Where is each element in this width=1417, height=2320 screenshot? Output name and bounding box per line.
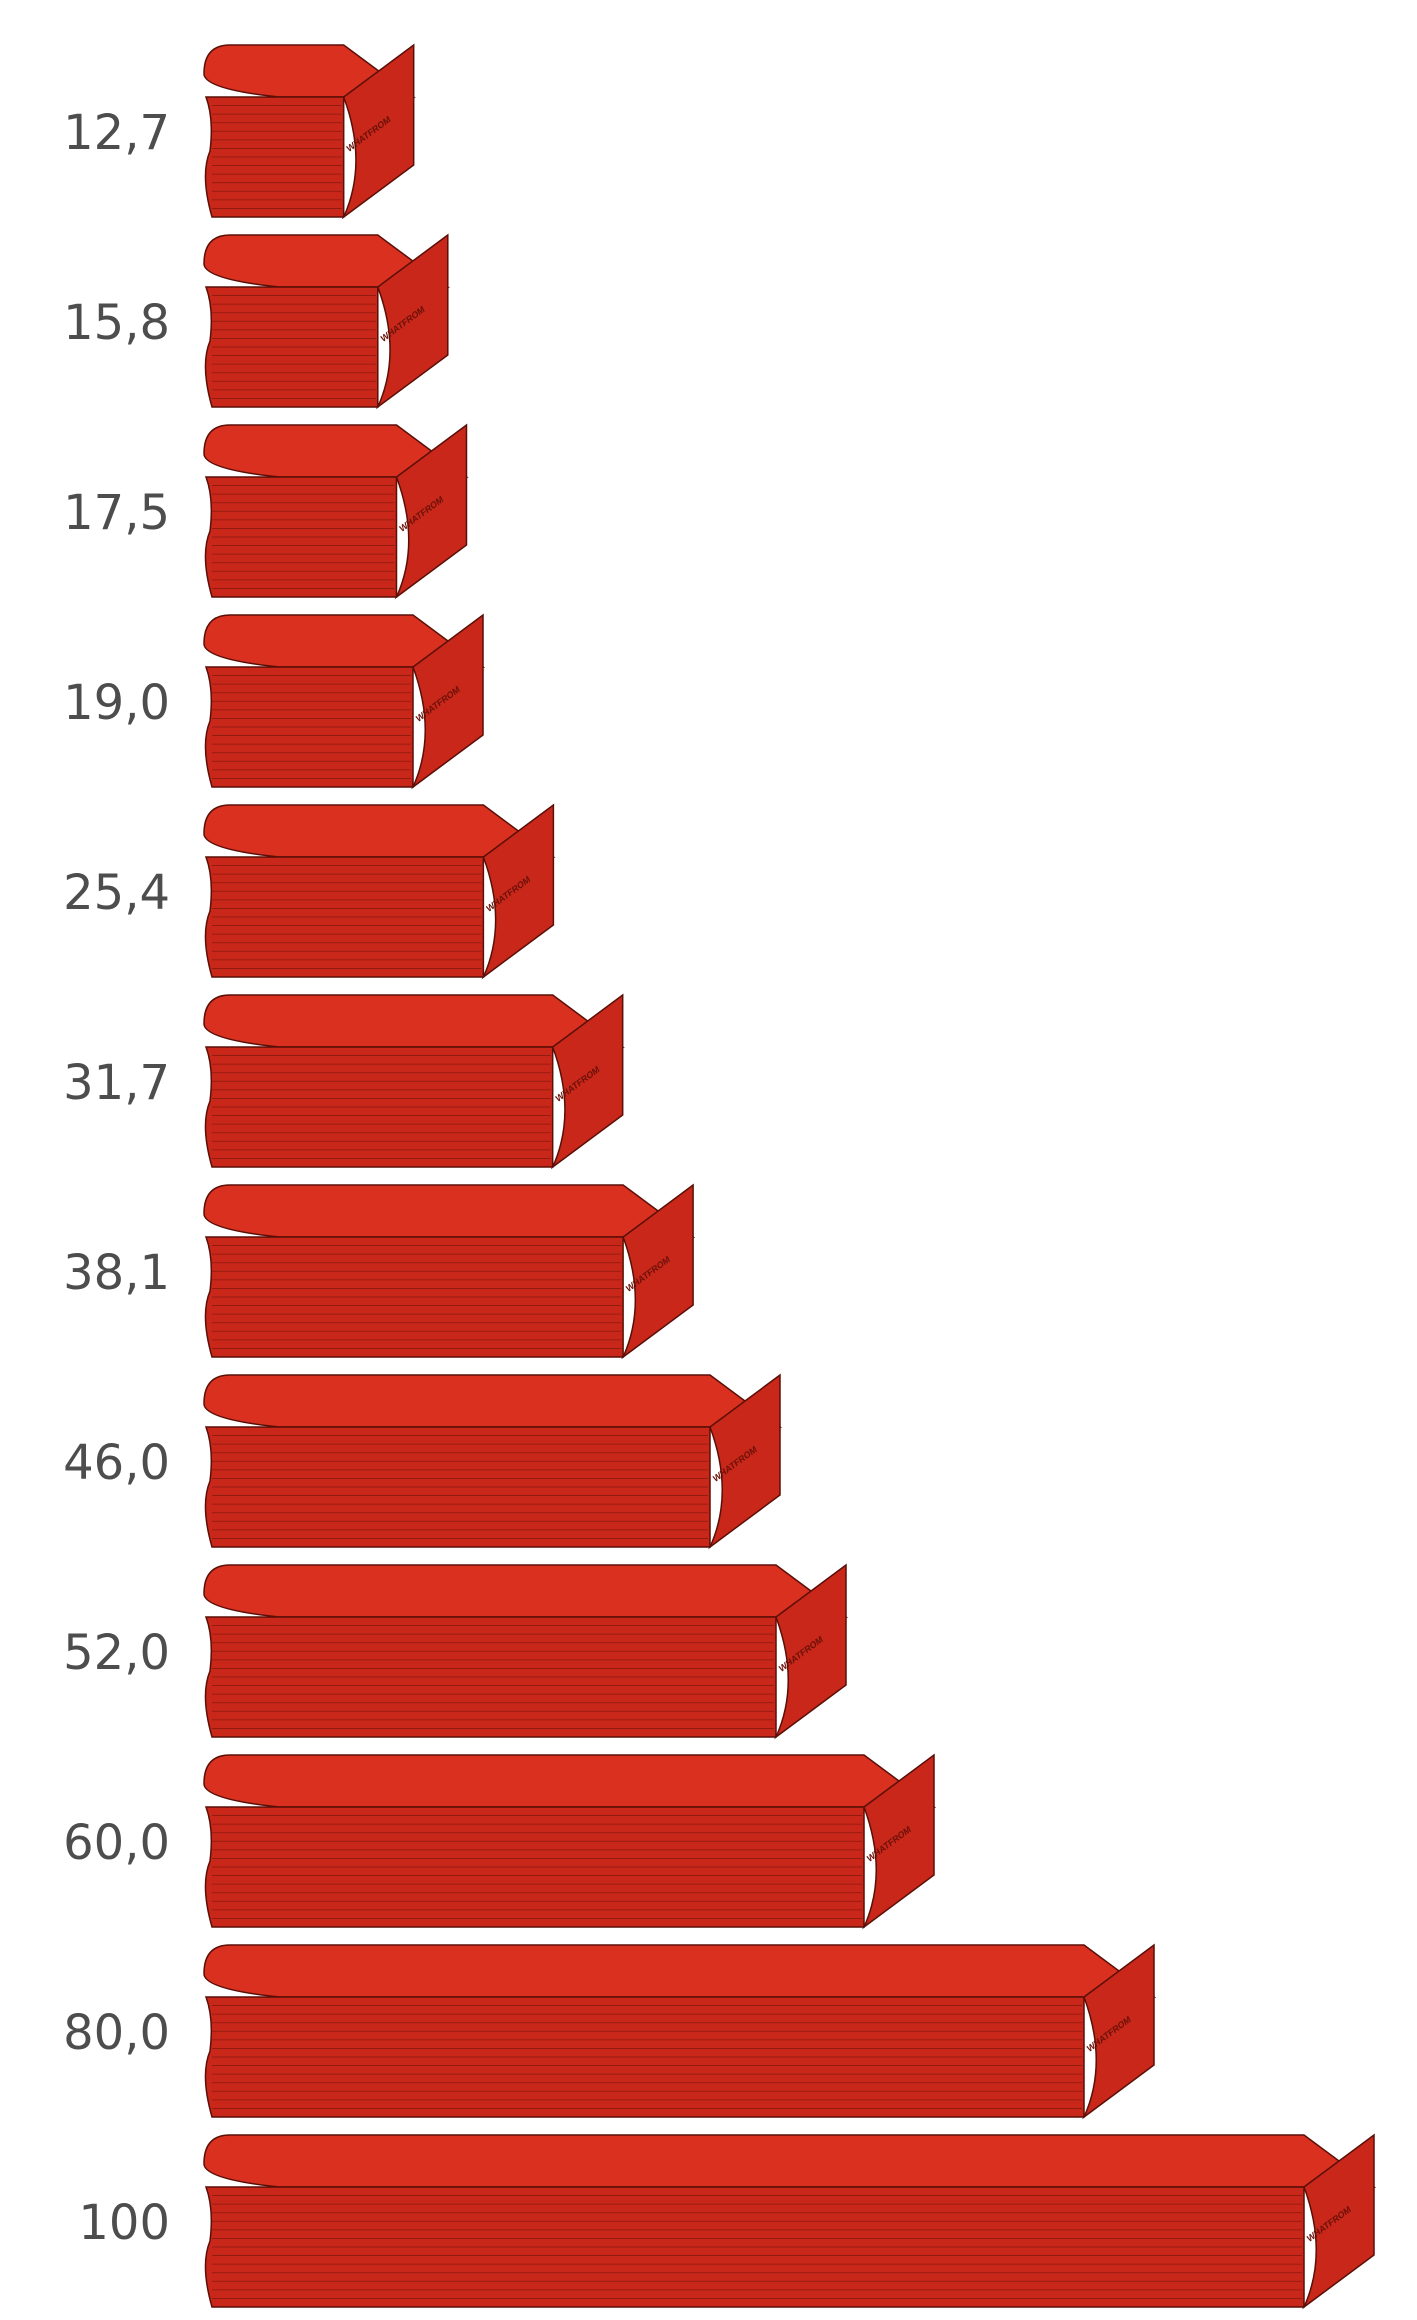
bar: WHATFROM [200,991,647,1171]
chart-row: 46,0 WHATFROM [0,1370,1417,1560]
chart-row: 80,0 WHATFROM [0,1940,1417,2130]
size-label: 38,1 [0,1245,170,1301]
size-bar-chart: 12,7 WHATFROM 15,8 WHATFROM 17,5 WHATFRO… [0,0,1417,2303]
chart-row: 38,1 WHATFROM [0,1180,1417,1370]
chart-row: 19,0 WHATFROM [0,610,1417,800]
chart-row: 12,7 WHATFROM [0,40,1417,230]
chart-row: 31,7 WHATFROM [0,990,1417,1180]
size-label: 17,5 [0,485,170,541]
size-label: 31,7 [0,1055,170,1111]
chart-row: 15,8 WHATFROM [0,230,1417,420]
size-label: 100 [0,2195,170,2251]
bar: WHATFROM [200,1561,870,1741]
bar: WHATFROM [200,2131,1398,2311]
chart-row: 17,5 WHATFROM [0,420,1417,610]
size-label: 52,0 [0,1625,170,1681]
chart-row: 100 WHATFROM [0,2130,1417,2320]
bar: WHATFROM [200,611,507,791]
bar: WHATFROM [200,231,472,411]
size-label: 15,8 [0,295,170,351]
bar: WHATFROM [200,41,438,221]
chart-row: 25,4 WHATFROM [0,800,1417,990]
chart-row: 52,0 WHATFROM [0,1560,1417,1750]
size-label: 46,0 [0,1435,170,1491]
bar: WHATFROM [200,1751,958,1931]
size-label: 25,4 [0,865,170,921]
chart-row: 60,0 WHATFROM [0,1750,1417,1940]
bar: WHATFROM [200,1941,1178,2121]
bar: WHATFROM [200,801,577,981]
bar: WHATFROM [200,1371,804,1551]
size-label: 80,0 [0,2005,170,2061]
size-label: 12,7 [0,105,170,161]
bar: WHATFROM [200,1181,717,1361]
bar: WHATFROM [200,421,491,601]
size-label: 60,0 [0,1815,170,1871]
size-label: 19,0 [0,675,170,731]
